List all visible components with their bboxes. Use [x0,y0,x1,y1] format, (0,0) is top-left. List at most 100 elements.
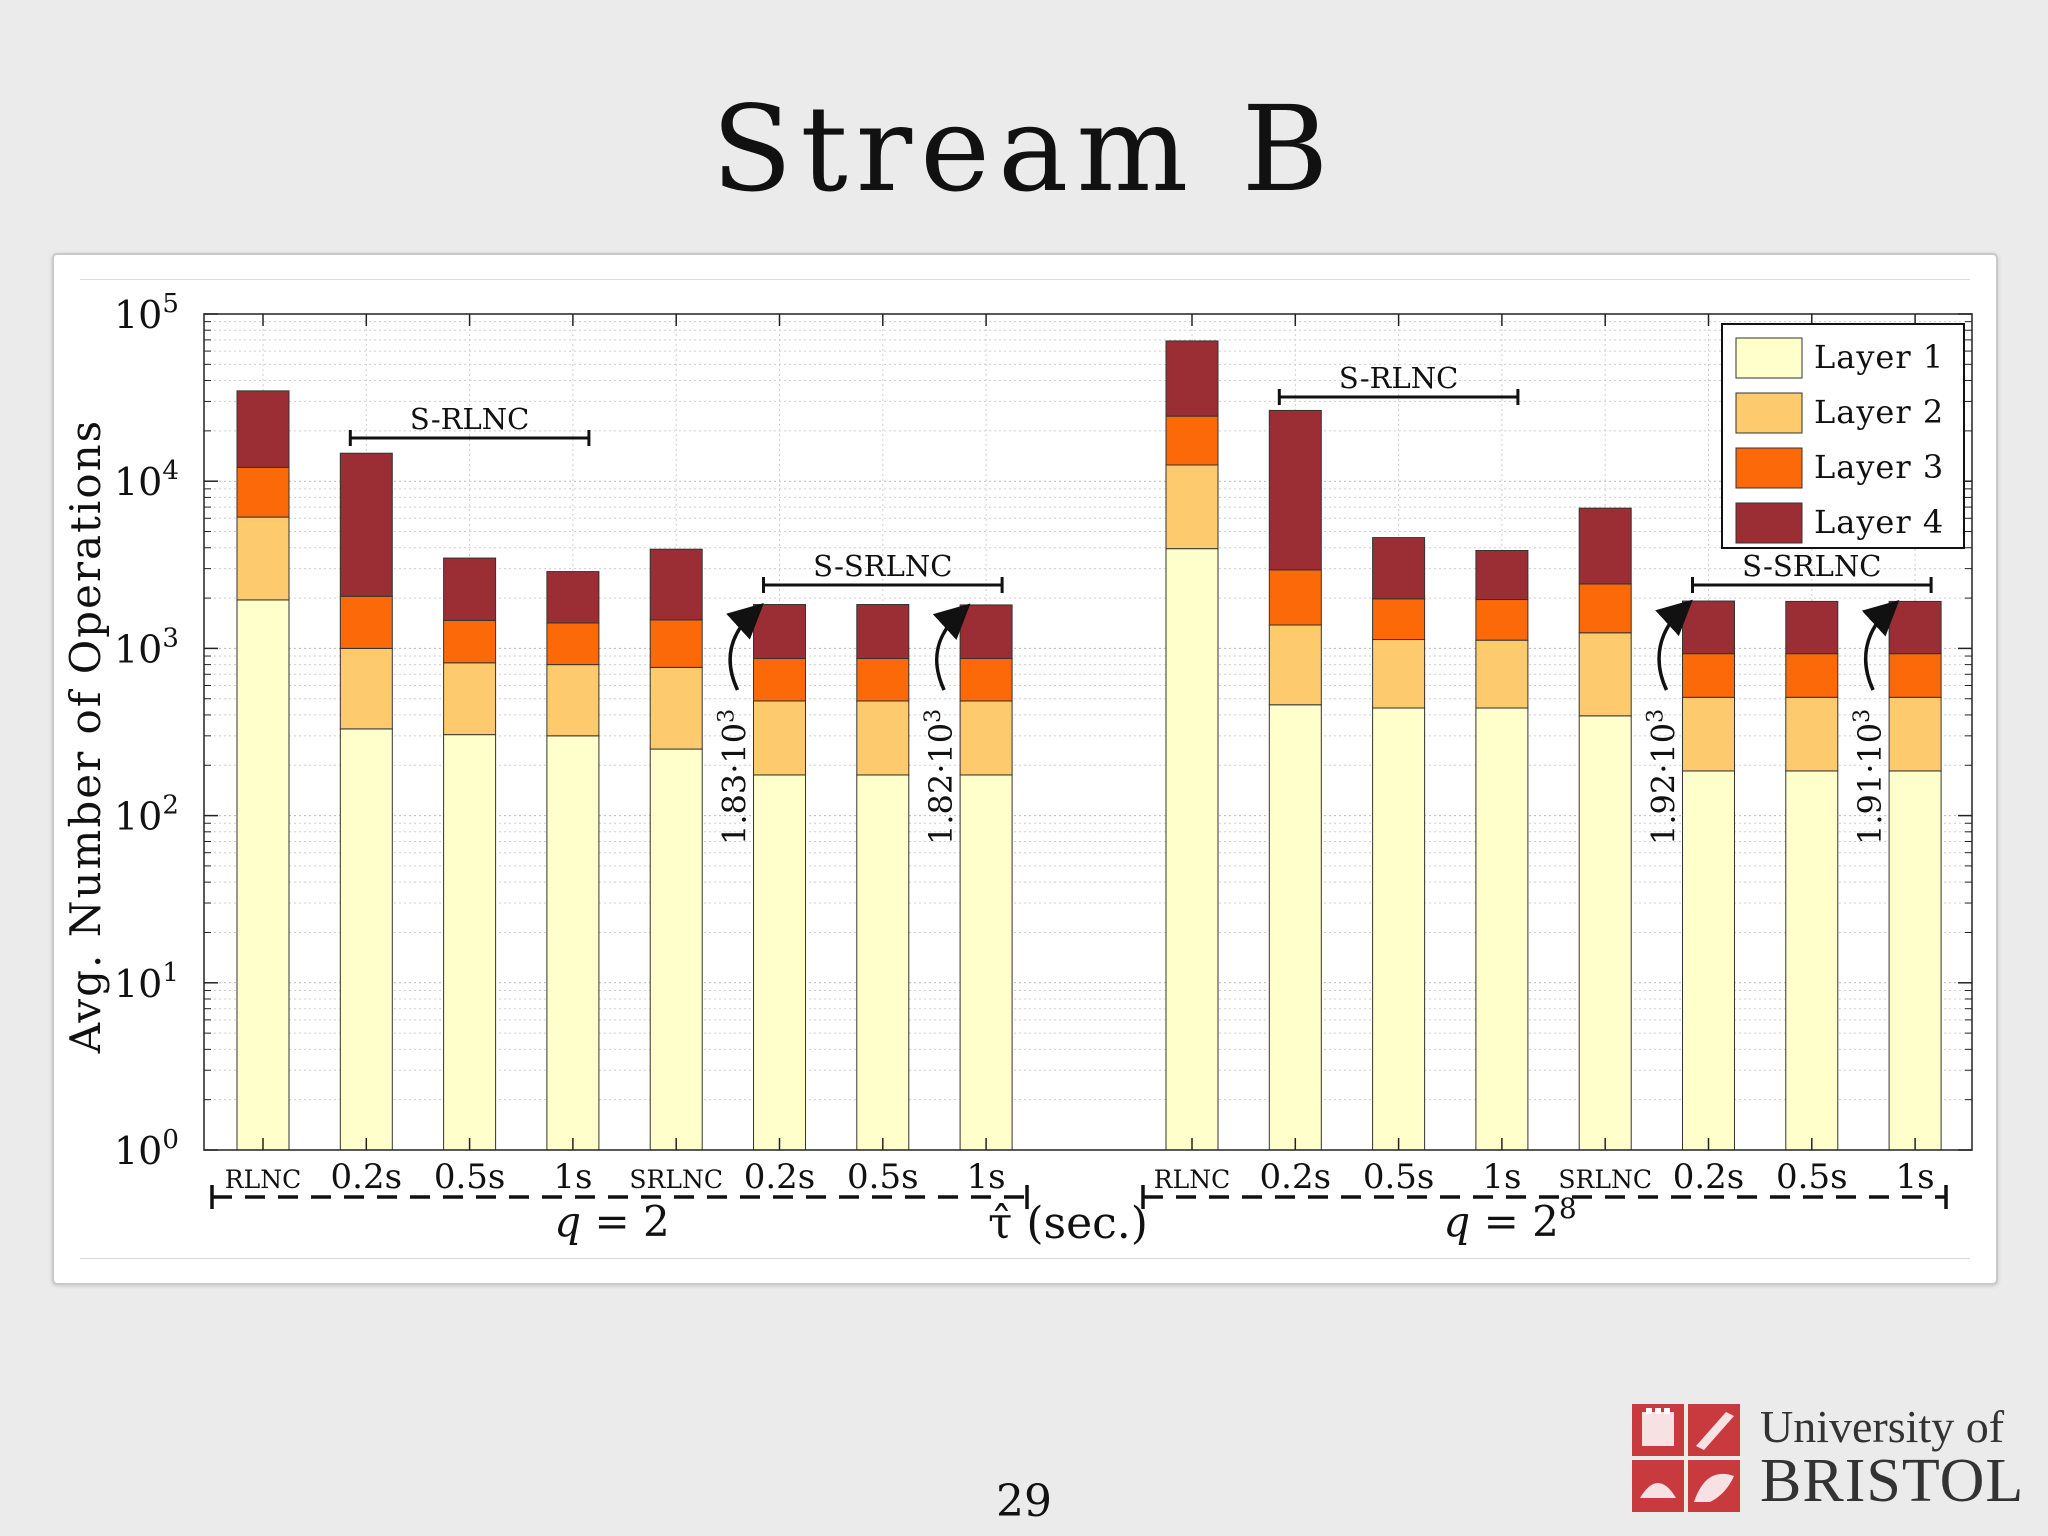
bar-segment-layer3 [1578,583,1632,634]
annotation-arrow [1655,599,1693,691]
bar-segment-layer2 [1165,464,1219,550]
legend-label: Layer 4 [1814,503,1944,541]
value-annotation: 1.92·103 [1644,709,1683,845]
slide-title: Stream B [711,80,1337,218]
group-label: q = 2 [554,1197,670,1246]
bar-segment-layer1 [1785,770,1839,1151]
bar-segment-layer3 [959,658,1013,702]
y-tick-label: 105 [114,289,179,337]
x-tick-label: 1s [1896,1157,1935,1197]
value-annotation: 1.91·103 [1850,709,1889,845]
x-tick-label: 0.5s [847,1157,919,1197]
annotation-arrow [1861,599,1900,691]
bar-segment-layer4 [959,604,1013,660]
x-tick-label: 1s [553,1157,592,1197]
legend-swatch [1735,337,1803,379]
bracket-label: S-RLNC [1339,361,1458,395]
x-tick-label: RLNC [225,1165,301,1194]
page-number: 29 [996,1476,1052,1527]
bar-segment-layer1 [546,735,600,1151]
bar-segment-layer1 [649,748,703,1151]
plot-frame [203,313,1973,1151]
bar-segment-layer4 [1475,550,1529,601]
bar-segment-layer2 [1785,696,1839,772]
bar-segment-layer2 [443,662,497,736]
bar-segment-layer4 [1578,507,1632,585]
x-tick-label: 0.2s [331,1157,403,1197]
bar-segment-layer2 [1682,696,1735,772]
bar-segment-layer3 [1682,653,1735,698]
y-tick-label: 101 [114,958,179,1006]
bar-segment-layer1 [856,774,910,1151]
bar-segment-layer1 [443,734,497,1151]
legend-label: Layer 2 [1814,393,1944,431]
bar-segment-layer2 [1475,639,1529,709]
bar-segment-layer3 [1372,598,1426,641]
bar-segment-layer4 [1682,600,1735,655]
x-tick-label: 0.2s [1673,1157,1745,1197]
bar-segment-layer3 [546,622,600,666]
bar-segment-layer1 [1372,707,1426,1151]
logo-line2: BRISTOL [1760,1447,2025,1515]
legend-label: Layer 3 [1814,448,1944,486]
divider [80,279,1970,280]
x-axis-label: τ̂ (sec.) [988,1198,1148,1249]
crest-icon [1632,1404,1740,1512]
annotation-arrow [726,603,764,691]
x-tick-label: 0.5s [434,1157,506,1197]
bar-segment-layer1 [1682,770,1735,1151]
bar-segment-layer3 [1785,653,1839,698]
x-tick-label: RLNC [1154,1165,1230,1194]
x-tick-label: SRLNC [1558,1165,1652,1194]
bar-segment-layer2 [959,700,1013,776]
bar-segment-layer4 [1888,600,1942,655]
bar-segment-layer4 [236,390,290,468]
bar-segment-layer3 [856,658,910,702]
bar-segment-layer1 [1475,707,1529,1151]
bar-segment-layer4 [649,548,703,621]
x-tick-label: 1s [967,1157,1006,1197]
bar-segment-layer2 [1578,632,1632,717]
bar-segment-layer4 [546,571,600,624]
divider [80,1258,1970,1259]
annotation-arrow [932,603,971,691]
bar-segment-layer2 [753,700,806,776]
bar-segment-layer4 [1268,409,1322,571]
bar-segment-layer2 [339,647,393,730]
bar-segment-layer4 [443,557,497,621]
university-logo: University of BRISTOL [1630,1402,2030,1522]
bar-segment-layer1 [1268,704,1322,1151]
bar-segment-layer4 [1785,600,1839,655]
logo-wordmark: University of BRISTOL [1760,1404,2025,1515]
bracket-label: S-RLNC [410,402,529,436]
bar-segment-layer4 [339,452,393,597]
bar-segment-layer1 [1888,770,1942,1151]
bar-segment-layer2 [649,666,703,750]
bar-segment-layer3 [339,595,393,649]
x-tick-label: 0.5s [1363,1157,1435,1197]
x-tick-label: 0.2s [1260,1157,1332,1197]
bar-segment-layer3 [1888,653,1942,698]
value-annotation: 1.83·103 [715,709,754,845]
bar-segment-layer4 [856,604,910,660]
bar-segment-layer2 [1888,696,1942,772]
bracket-label: S-SRLNC [813,549,952,583]
bar-segment-layer2 [1268,624,1322,706]
bar-segment-layer3 [1475,599,1529,641]
bracket-label: S-SRLNC [1742,549,1881,583]
group-label: q = 28 [1443,1192,1576,1246]
bar-segment-layer3 [443,619,497,664]
bar-segment-layer1 [1165,548,1219,1151]
bar-segment-layer1 [339,728,393,1151]
value-annotation: 1.82·103 [921,709,960,845]
bar-segment-layer1 [1578,715,1632,1151]
bar-segment-layer4 [1372,537,1426,600]
legend-swatch [1735,502,1803,544]
legend-swatch [1735,447,1803,489]
legend-label: Layer 1 [1814,338,1944,376]
bar-segment-layer3 [236,466,290,518]
bar-segment-layer4 [1165,340,1219,417]
bar-segment-layer1 [236,599,290,1151]
bar-segment-layer2 [546,664,600,737]
